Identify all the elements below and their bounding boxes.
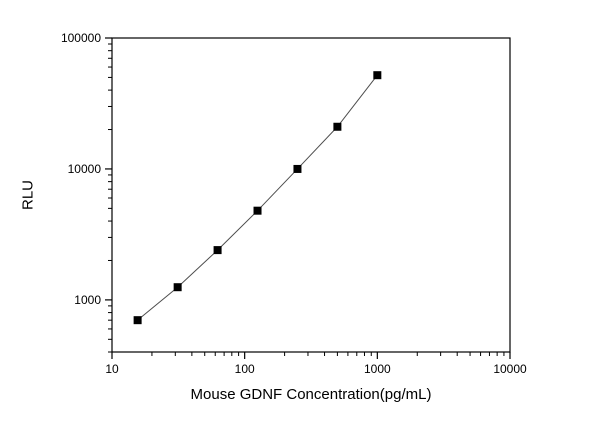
x-axis-label: Mouse GDNF Concentration(pg/mL) bbox=[190, 386, 432, 403]
data-point-marker bbox=[293, 164, 302, 173]
data-point-marker bbox=[333, 122, 342, 131]
plot-frame bbox=[111, 37, 511, 353]
x-tick-label: 1000 bbox=[364, 362, 391, 376]
data-point-marker bbox=[253, 206, 262, 215]
y-tick-label: 1000 bbox=[74, 293, 101, 307]
x-tick-label: 10000 bbox=[493, 362, 527, 376]
data-point-marker bbox=[213, 246, 222, 255]
x-tick-label: 10 bbox=[105, 362, 119, 376]
x-tick-label: 100 bbox=[235, 362, 255, 376]
y-tick-label: 100000 bbox=[61, 31, 101, 45]
y-axis-label: RLU bbox=[19, 179, 37, 211]
data-point-marker bbox=[133, 316, 142, 325]
data-line bbox=[137, 74, 378, 321]
y-tick-label: 10000 bbox=[68, 162, 102, 176]
data-point-marker bbox=[173, 283, 182, 292]
data-point-marker bbox=[373, 71, 382, 80]
